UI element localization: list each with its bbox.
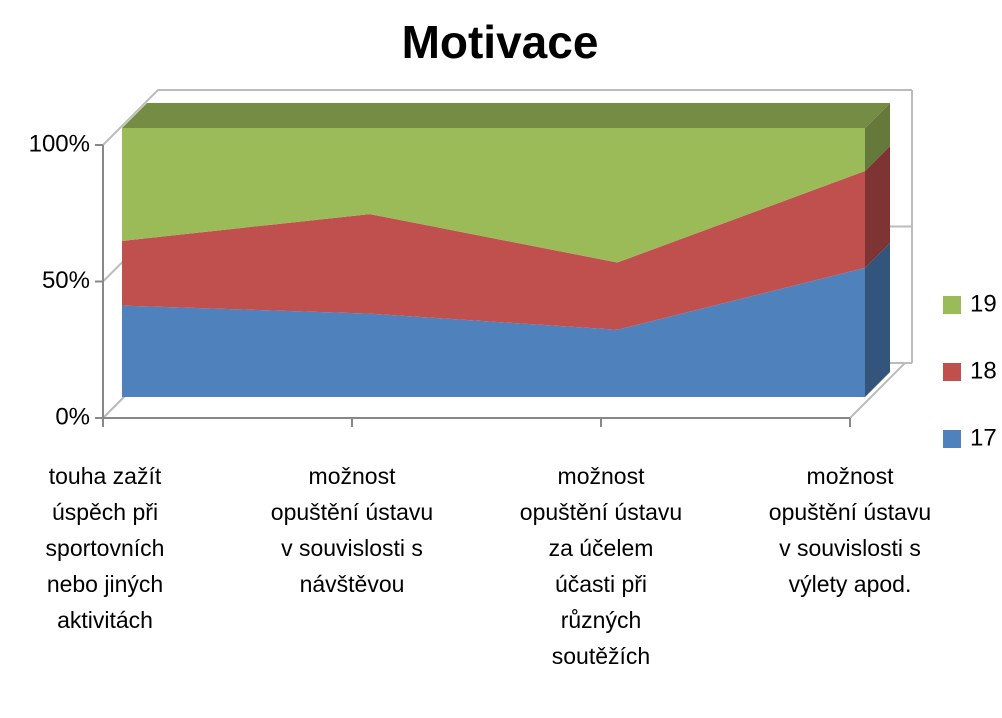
- area: [122, 128, 865, 263]
- legend-label: 17: [970, 424, 997, 451]
- legend-swatch: [943, 363, 961, 381]
- x-tick-label: možnost opuštění ústavu v souvislosti s …: [768, 463, 932, 597]
- legend-label: 18: [970, 357, 997, 384]
- area-side: [865, 146, 890, 268]
- grid-line: [102, 89, 912, 146]
- chart-title: Motivace: [402, 16, 599, 68]
- x-tick-label: touha zažít úspěch při sportovních nebo …: [45, 463, 165, 633]
- legend-swatch: [943, 296, 961, 314]
- y-tick-label: 0%: [55, 403, 90, 430]
- y-tick-label: 50%: [42, 267, 90, 294]
- area-top: [122, 103, 890, 128]
- x-tick-label: možnost opuštění ústavu za účelem účasti…: [519, 463, 683, 669]
- y-tick-label: 100%: [29, 130, 90, 157]
- legend-label: 19: [970, 290, 997, 317]
- x-tick-label: možnost opuštění ústavu v souvislosti s …: [270, 463, 434, 597]
- legend-swatch: [943, 430, 961, 448]
- area: [122, 171, 865, 330]
- area-side: [865, 103, 890, 172]
- area: [122, 267, 865, 397]
- area-side: [865, 242, 890, 397]
